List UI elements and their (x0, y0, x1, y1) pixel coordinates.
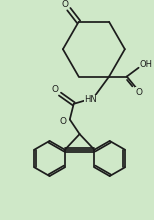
Text: O: O (52, 85, 59, 94)
Text: O: O (61, 0, 68, 9)
Text: O: O (59, 117, 66, 126)
Text: O: O (135, 88, 142, 97)
Text: OH: OH (140, 60, 153, 69)
Text: HN: HN (84, 95, 97, 104)
